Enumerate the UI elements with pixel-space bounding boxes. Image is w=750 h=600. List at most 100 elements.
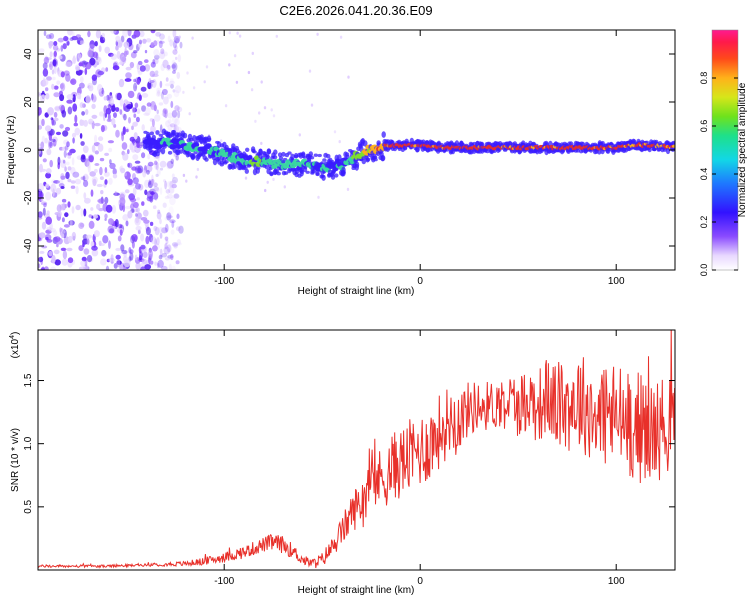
noise-point: [57, 156, 61, 166]
noise-point: [83, 248, 90, 255]
track-halo: [272, 155, 278, 160]
noise-point: [72, 171, 80, 178]
noise-point: [102, 235, 109, 244]
noise-point: [78, 245, 84, 252]
noise-point: [155, 70, 159, 75]
track-halo: [252, 150, 257, 154]
noise-point: [138, 94, 142, 101]
noise-point: [156, 166, 161, 175]
noise-point: [39, 168, 47, 172]
noise-point: [49, 141, 53, 149]
noise-point: [121, 132, 124, 142]
track-halo: [224, 160, 229, 164]
noise-point: [133, 82, 138, 92]
noise-point: [41, 118, 45, 127]
noise-point: [179, 41, 183, 49]
noise-point: [129, 252, 134, 261]
noise-point: [260, 141, 263, 145]
noise-point: [136, 63, 140, 70]
noise-point: [165, 223, 169, 233]
noise-point: [83, 179, 89, 188]
noise-point: [152, 245, 158, 252]
track-halo: [372, 154, 377, 159]
noise-point: [171, 64, 176, 69]
noise-point: [88, 44, 95, 49]
noise-point: [67, 178, 72, 183]
noise-point: [159, 232, 163, 239]
noise-point: [55, 187, 62, 195]
noise-point: [122, 214, 129, 221]
noise-point: [122, 30, 129, 38]
noise-point: [164, 180, 168, 190]
noise-point: [146, 169, 150, 175]
noise-point: [133, 50, 138, 54]
track-halo: [265, 155, 270, 159]
noise-point: [168, 186, 175, 194]
noise-point: [148, 249, 154, 259]
noise-point: [191, 36, 194, 40]
noise-point: [105, 204, 113, 213]
noise-point: [149, 70, 156, 78]
noise-point: [86, 238, 90, 245]
noise-point: [79, 222, 85, 228]
spectrogram-x-ticks: -100 0 100: [214, 30, 625, 287]
snr-x-ticks: -100 0 100: [214, 330, 625, 587]
noise-point: [128, 117, 131, 124]
noise-point: [38, 107, 42, 116]
noise-point: [266, 180, 269, 184]
noise-point: [42, 62, 48, 70]
noise-point: [118, 223, 123, 230]
noise-point: [94, 150, 100, 155]
noise-point: [104, 179, 108, 185]
noise-point: [67, 235, 73, 244]
track-halo: [363, 140, 368, 147]
noise-point: [61, 233, 65, 238]
track-halo: [315, 172, 320, 177]
noise-point: [123, 266, 127, 270]
noise-point: [167, 112, 174, 119]
noise-point: [87, 30, 91, 38]
noise-point: [176, 242, 183, 246]
noise-point: [80, 141, 85, 146]
noise-point: [115, 129, 120, 138]
track-halo: [206, 137, 212, 141]
noise-point: [141, 201, 145, 206]
track-halo: [281, 151, 286, 157]
track-halo: [191, 153, 196, 159]
noise-point: [58, 104, 65, 111]
noise-point: [97, 199, 103, 203]
noise-point: [121, 113, 126, 118]
noise-point: [108, 52, 114, 57]
noise-point: [143, 112, 150, 116]
noise-point: [339, 35, 343, 39]
track-halo: [195, 136, 201, 143]
noise-point: [153, 186, 159, 192]
noise-point: [43, 202, 47, 208]
noise-point: [166, 181, 173, 188]
noise-point: [144, 189, 148, 196]
track-halo: [293, 152, 299, 159]
noise-point: [66, 99, 73, 104]
noise-point: [164, 236, 169, 241]
noise-point: [97, 56, 102, 65]
noise-point: [170, 100, 174, 109]
noise-point: [38, 232, 46, 239]
track-halo: [381, 131, 386, 138]
noise-point: [156, 40, 160, 44]
noise-point: [46, 226, 52, 231]
noise-point: [153, 40, 158, 47]
noise-point: [169, 196, 176, 206]
noise-point: [109, 162, 116, 170]
noise-point: [115, 247, 121, 252]
noise-point: [66, 247, 73, 252]
colorbar-tick-label: 0.4: [699, 168, 709, 181]
noise-point: [153, 225, 158, 232]
noise-point: [66, 141, 70, 148]
noise-point: [100, 190, 104, 195]
noise-point: [46, 210, 50, 216]
noise-point: [164, 257, 171, 261]
noise-point: [40, 141, 45, 150]
noise-point: [137, 70, 143, 76]
noise-point: [127, 149, 130, 155]
